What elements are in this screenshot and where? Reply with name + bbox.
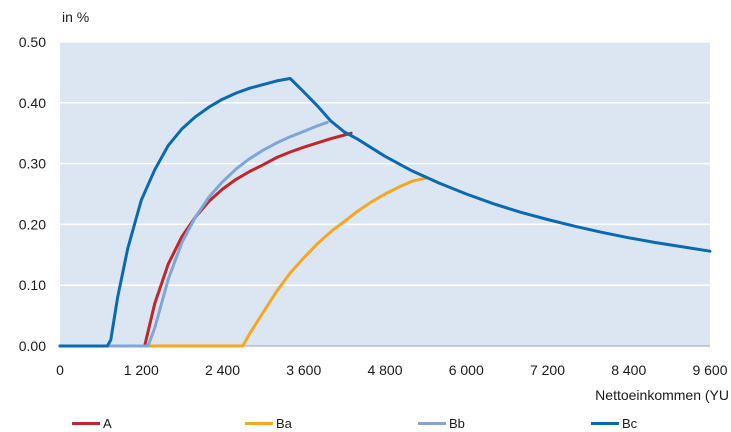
- legend-label: A: [103, 415, 112, 431]
- series-lines: [58, 77, 712, 348]
- legend-item-bc: Bc: [591, 414, 637, 432]
- line-chart: 0.00 0.10 0.20 0.30 0.40 0.50 0 1 200 2 400 3 60…: [19, 9, 729, 403]
- legend-item-ba: Ba: [245, 414, 292, 432]
- series-line-bc: [58, 77, 712, 348]
- legend-label: Bb: [449, 415, 465, 431]
- y-tick-label: 0.00: [19, 338, 46, 354]
- x-tick-label: 8 400: [611, 362, 646, 378]
- y-tick-label: 0.40: [19, 95, 46, 111]
- x-tick-label: 4 800: [367, 362, 402, 378]
- y-axis-ticks: 0.00 0.10 0.20 0.30 0.40 0.50: [19, 34, 46, 354]
- series-line-a: [58, 131, 353, 348]
- legend-label: Ba: [276, 415, 292, 431]
- legend-swatch: [418, 421, 446, 425]
- x-tick-label: 3 600: [286, 362, 321, 378]
- legend-item-bb: Bb: [418, 414, 465, 432]
- series-line-ba: [58, 176, 428, 348]
- legend: A Ba Bb Bc: [0, 414, 731, 432]
- x-tick-label: 0: [56, 362, 64, 378]
- legend-swatch: [72, 421, 100, 425]
- series-line-bb: [58, 120, 329, 348]
- legend-label: Bc: [622, 415, 638, 431]
- x-axis-ticks: 0 1 200 2 400 3 600 4 800 6 000 7 200 8 400 9 60…: [56, 362, 728, 378]
- x-axis-label: Nettoeinkommen (YU: [595, 387, 729, 403]
- x-tick-label: 1 200: [124, 362, 159, 378]
- y-tick-label: 0.30: [19, 156, 46, 172]
- x-tick-label: 9 600: [692, 362, 727, 378]
- legend-swatch: [591, 421, 619, 425]
- x-tick-label: 2 400: [205, 362, 240, 378]
- y-tick-label: 0.20: [19, 216, 46, 232]
- x-tick-label: 6 000: [449, 362, 484, 378]
- legend-item-a: A: [72, 414, 112, 432]
- legend-swatch: [245, 421, 273, 425]
- y-axis-label: in %: [62, 9, 89, 25]
- gridlines: [60, 41, 710, 347]
- y-tick-label: 0.10: [19, 277, 46, 293]
- x-tick-label: 7 200: [530, 362, 565, 378]
- y-tick-label: 0.50: [19, 34, 46, 50]
